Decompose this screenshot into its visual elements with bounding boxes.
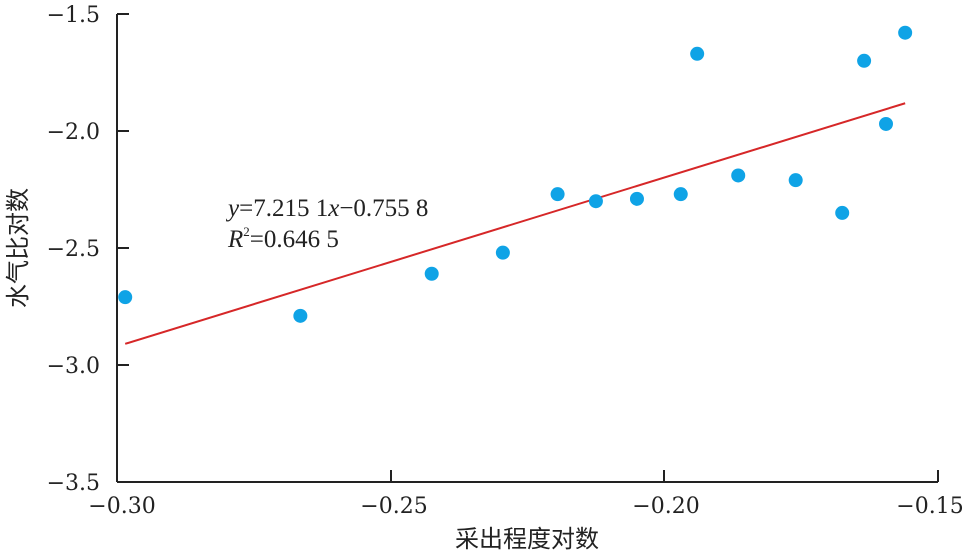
- data-point: [495, 245, 510, 260]
- y-axis-title: 水气比对数: [4, 188, 32, 308]
- data-point: [879, 116, 894, 131]
- eq-intercept: −0.755 8: [339, 195, 428, 222]
- data-point: [118, 290, 133, 305]
- y-tick-label: −3.0: [47, 354, 100, 379]
- x-ticks: −0.30 −0.25 −0.20 −0.15: [88, 470, 964, 519]
- data-point: [731, 168, 746, 183]
- data-point: [550, 187, 565, 202]
- data-point: [588, 194, 603, 209]
- r2-symbol: R: [227, 226, 243, 253]
- data-point: [835, 205, 850, 220]
- data-point: [898, 25, 913, 40]
- y-tick-label: −2.5: [47, 237, 100, 262]
- data-point: [857, 53, 872, 68]
- x-tick-label: −0.30: [88, 494, 155, 519]
- x-axis-title: 采出程度对数: [455, 525, 599, 553]
- r2-superscript: 2: [243, 224, 250, 239]
- regression-line: [124, 102, 906, 345]
- x-tick-label: −0.20: [632, 494, 699, 519]
- data-point: [673, 187, 688, 202]
- y-ticks: −1.5 −2.0 −2.5 −3.0 −3.5: [47, 3, 129, 496]
- eq-x-symbol: x: [327, 195, 339, 222]
- r-squared: R2=0.646 5: [227, 224, 339, 253]
- data-point: [424, 266, 439, 281]
- eq-coefficient: =7.215 1: [239, 195, 328, 222]
- data-point: [629, 191, 644, 206]
- y-tick-label: −2.0: [47, 120, 100, 145]
- data-points: [118, 25, 913, 323]
- x-tick-label: −0.25: [360, 494, 427, 519]
- y-tick-label: −1.5: [47, 3, 100, 28]
- data-point: [293, 308, 308, 323]
- data-point: [788, 173, 803, 188]
- regression-equation: y=7.215 1x−0.755 8: [225, 195, 428, 222]
- data-point: [690, 46, 705, 61]
- r2-value: =0.646 5: [250, 226, 339, 253]
- y-tick-label: −3.5: [47, 471, 100, 496]
- x-tick-label: −0.15: [896, 494, 963, 519]
- eq-y-symbol: y: [225, 195, 240, 222]
